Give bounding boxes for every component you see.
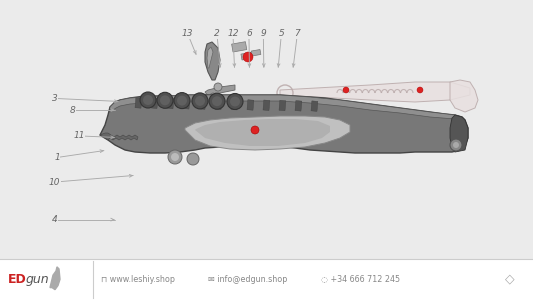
Circle shape [230,97,240,106]
Circle shape [171,153,179,161]
Polygon shape [280,82,470,102]
Text: 3: 3 [52,94,57,103]
Bar [279,100,286,111]
Text: ✉ info@edgun.shop: ✉ info@edgun.shop [208,275,288,284]
Text: 11: 11 [73,131,85,140]
Polygon shape [450,80,478,112]
Bar [215,99,222,110]
Circle shape [243,52,253,62]
Text: gun: gun [26,273,50,286]
Bar [167,98,174,109]
Circle shape [343,87,349,93]
Circle shape [192,93,208,109]
Bar [263,100,270,110]
Circle shape [450,139,462,151]
Polygon shape [110,95,465,123]
Bar [251,50,261,56]
Text: 12: 12 [227,29,239,38]
Polygon shape [205,42,220,80]
Circle shape [227,94,243,109]
Circle shape [195,96,205,106]
Circle shape [417,87,423,93]
Circle shape [187,153,199,165]
Bar [311,101,318,111]
Bar [151,98,158,109]
Text: 4: 4 [52,215,57,224]
Bar [183,99,190,109]
Text: 5: 5 [279,29,284,38]
Circle shape [160,95,170,105]
Text: 13: 13 [182,29,193,38]
Polygon shape [100,95,468,153]
Circle shape [143,95,153,105]
Bar [231,99,238,110]
Circle shape [453,142,459,148]
Circle shape [209,93,225,109]
Bar [199,99,206,109]
Text: 9: 9 [261,29,266,38]
Circle shape [212,96,222,106]
Text: ED: ED [8,273,27,286]
Polygon shape [207,47,213,68]
Bar [295,100,302,111]
Text: ◌ +34 666 712 245: ◌ +34 666 712 245 [321,275,400,284]
Text: 8: 8 [70,106,75,115]
Bar [232,42,247,52]
Circle shape [157,92,173,108]
Circle shape [210,93,216,99]
Bar [135,98,142,108]
Polygon shape [205,85,235,96]
Polygon shape [185,116,350,150]
Text: ◇: ◇ [505,273,515,286]
Circle shape [174,93,190,109]
Circle shape [168,150,182,164]
Text: 6: 6 [246,29,252,38]
Text: 10: 10 [49,178,60,187]
Text: 7: 7 [295,29,300,38]
Polygon shape [450,115,468,152]
Bar [241,52,252,60]
Text: 1: 1 [54,153,60,162]
Circle shape [177,96,187,106]
Circle shape [251,126,259,134]
Polygon shape [100,133,138,140]
Bar [0,259,533,300]
Bar [247,100,254,110]
Text: ⊓ www.leshiy.shop: ⊓ www.leshiy.shop [101,275,175,284]
Polygon shape [50,267,60,290]
Polygon shape [195,119,330,146]
Circle shape [140,92,156,108]
Circle shape [214,83,222,91]
Text: 2: 2 [214,29,220,38]
